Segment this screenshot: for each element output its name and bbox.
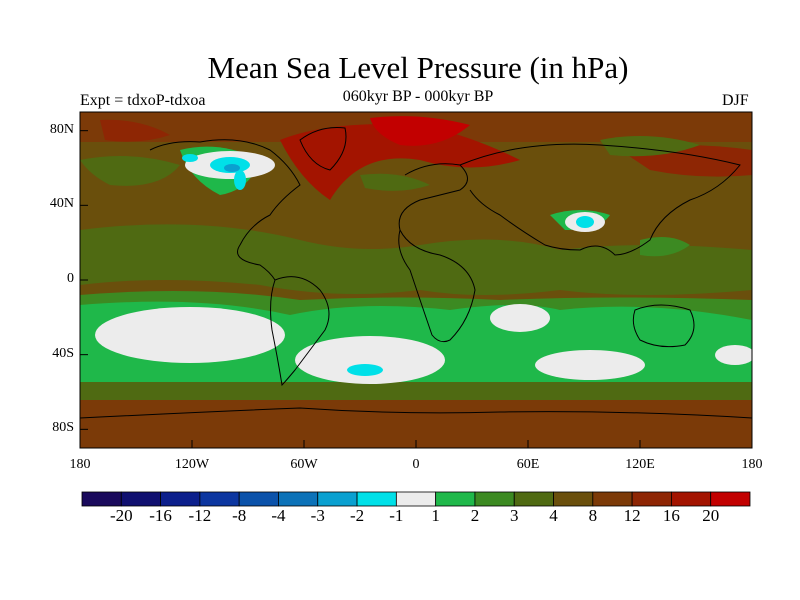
colorbar-swatch bbox=[160, 491, 201, 507]
colorbar bbox=[81, 491, 751, 507]
colorbar-swatch bbox=[81, 491, 122, 507]
colorbar-swatch bbox=[238, 491, 279, 507]
colorbar-swatch bbox=[553, 491, 594, 507]
colorbar-swatch bbox=[631, 491, 672, 507]
season-label: DJF bbox=[722, 92, 749, 109]
colorbar-label: 4 bbox=[549, 506, 558, 525]
colorbar-label: -3 bbox=[310, 506, 325, 525]
colorbar-swatch bbox=[120, 491, 161, 507]
map-title: Mean Sea Level Pressure (in hPa) bbox=[207, 50, 629, 85]
y-tick-label: 80N bbox=[49, 121, 74, 137]
x-tick-label: 120E bbox=[625, 457, 655, 472]
y-tick-label: 0 bbox=[67, 271, 74, 286]
colorbar-swatch bbox=[356, 491, 397, 507]
y-tick-marks bbox=[80, 130, 88, 430]
colorbar-label: -12 bbox=[188, 506, 212, 525]
period-label: 060kyr BP - 000kyr BP bbox=[342, 88, 494, 105]
x-tick-marks bbox=[79, 440, 753, 448]
colorbar-swatch bbox=[474, 491, 515, 507]
colorbar-label: 8 bbox=[588, 506, 598, 525]
colorbar-label: -1 bbox=[389, 506, 404, 525]
colorbar-label: -4 bbox=[271, 506, 286, 525]
x-tick-label: 60E bbox=[516, 457, 540, 472]
colorbar-label: 16 bbox=[662, 506, 680, 525]
x-tick-label: 180 bbox=[741, 457, 763, 472]
x-tick-label: 120W bbox=[174, 457, 210, 472]
colorbar-label: 12 bbox=[623, 506, 641, 525]
y-tick-label: 80S bbox=[52, 420, 74, 436]
colorbar-label: 20 bbox=[702, 506, 720, 525]
x-tick-label: 60W bbox=[290, 457, 318, 472]
colorbar-label: 2 bbox=[470, 506, 480, 525]
colorbar-label: -20 bbox=[109, 506, 133, 525]
colorbar-swatch bbox=[710, 491, 751, 507]
colorbar-label: -2 bbox=[349, 506, 365, 525]
y-tick-label: 40N bbox=[49, 196, 74, 212]
y-tick-label: 40S bbox=[52, 345, 74, 361]
colorbar-label: 1 bbox=[431, 506, 440, 525]
experiment-label: Expt = tdxoP-tdxoa bbox=[80, 92, 206, 109]
colorbar-swatch bbox=[671, 491, 712, 507]
colorbar-swatch bbox=[435, 491, 476, 507]
colorbar-swatch bbox=[199, 491, 240, 507]
colorbar-swatch bbox=[317, 491, 358, 507]
colorbar-label: 3 bbox=[509, 506, 519, 525]
pressure-map bbox=[80, 112, 752, 448]
colorbar-label: -16 bbox=[149, 506, 172, 525]
colorbar-swatch bbox=[278, 491, 319, 507]
colorbar-swatch bbox=[592, 491, 633, 507]
colorbar-swatch bbox=[395, 491, 437, 507]
x-tick-label: 0 bbox=[412, 457, 420, 472]
colorbar-label: -8 bbox=[232, 506, 247, 525]
colorbar-swatch bbox=[513, 491, 554, 507]
x-tick-label: 180 bbox=[69, 457, 91, 472]
